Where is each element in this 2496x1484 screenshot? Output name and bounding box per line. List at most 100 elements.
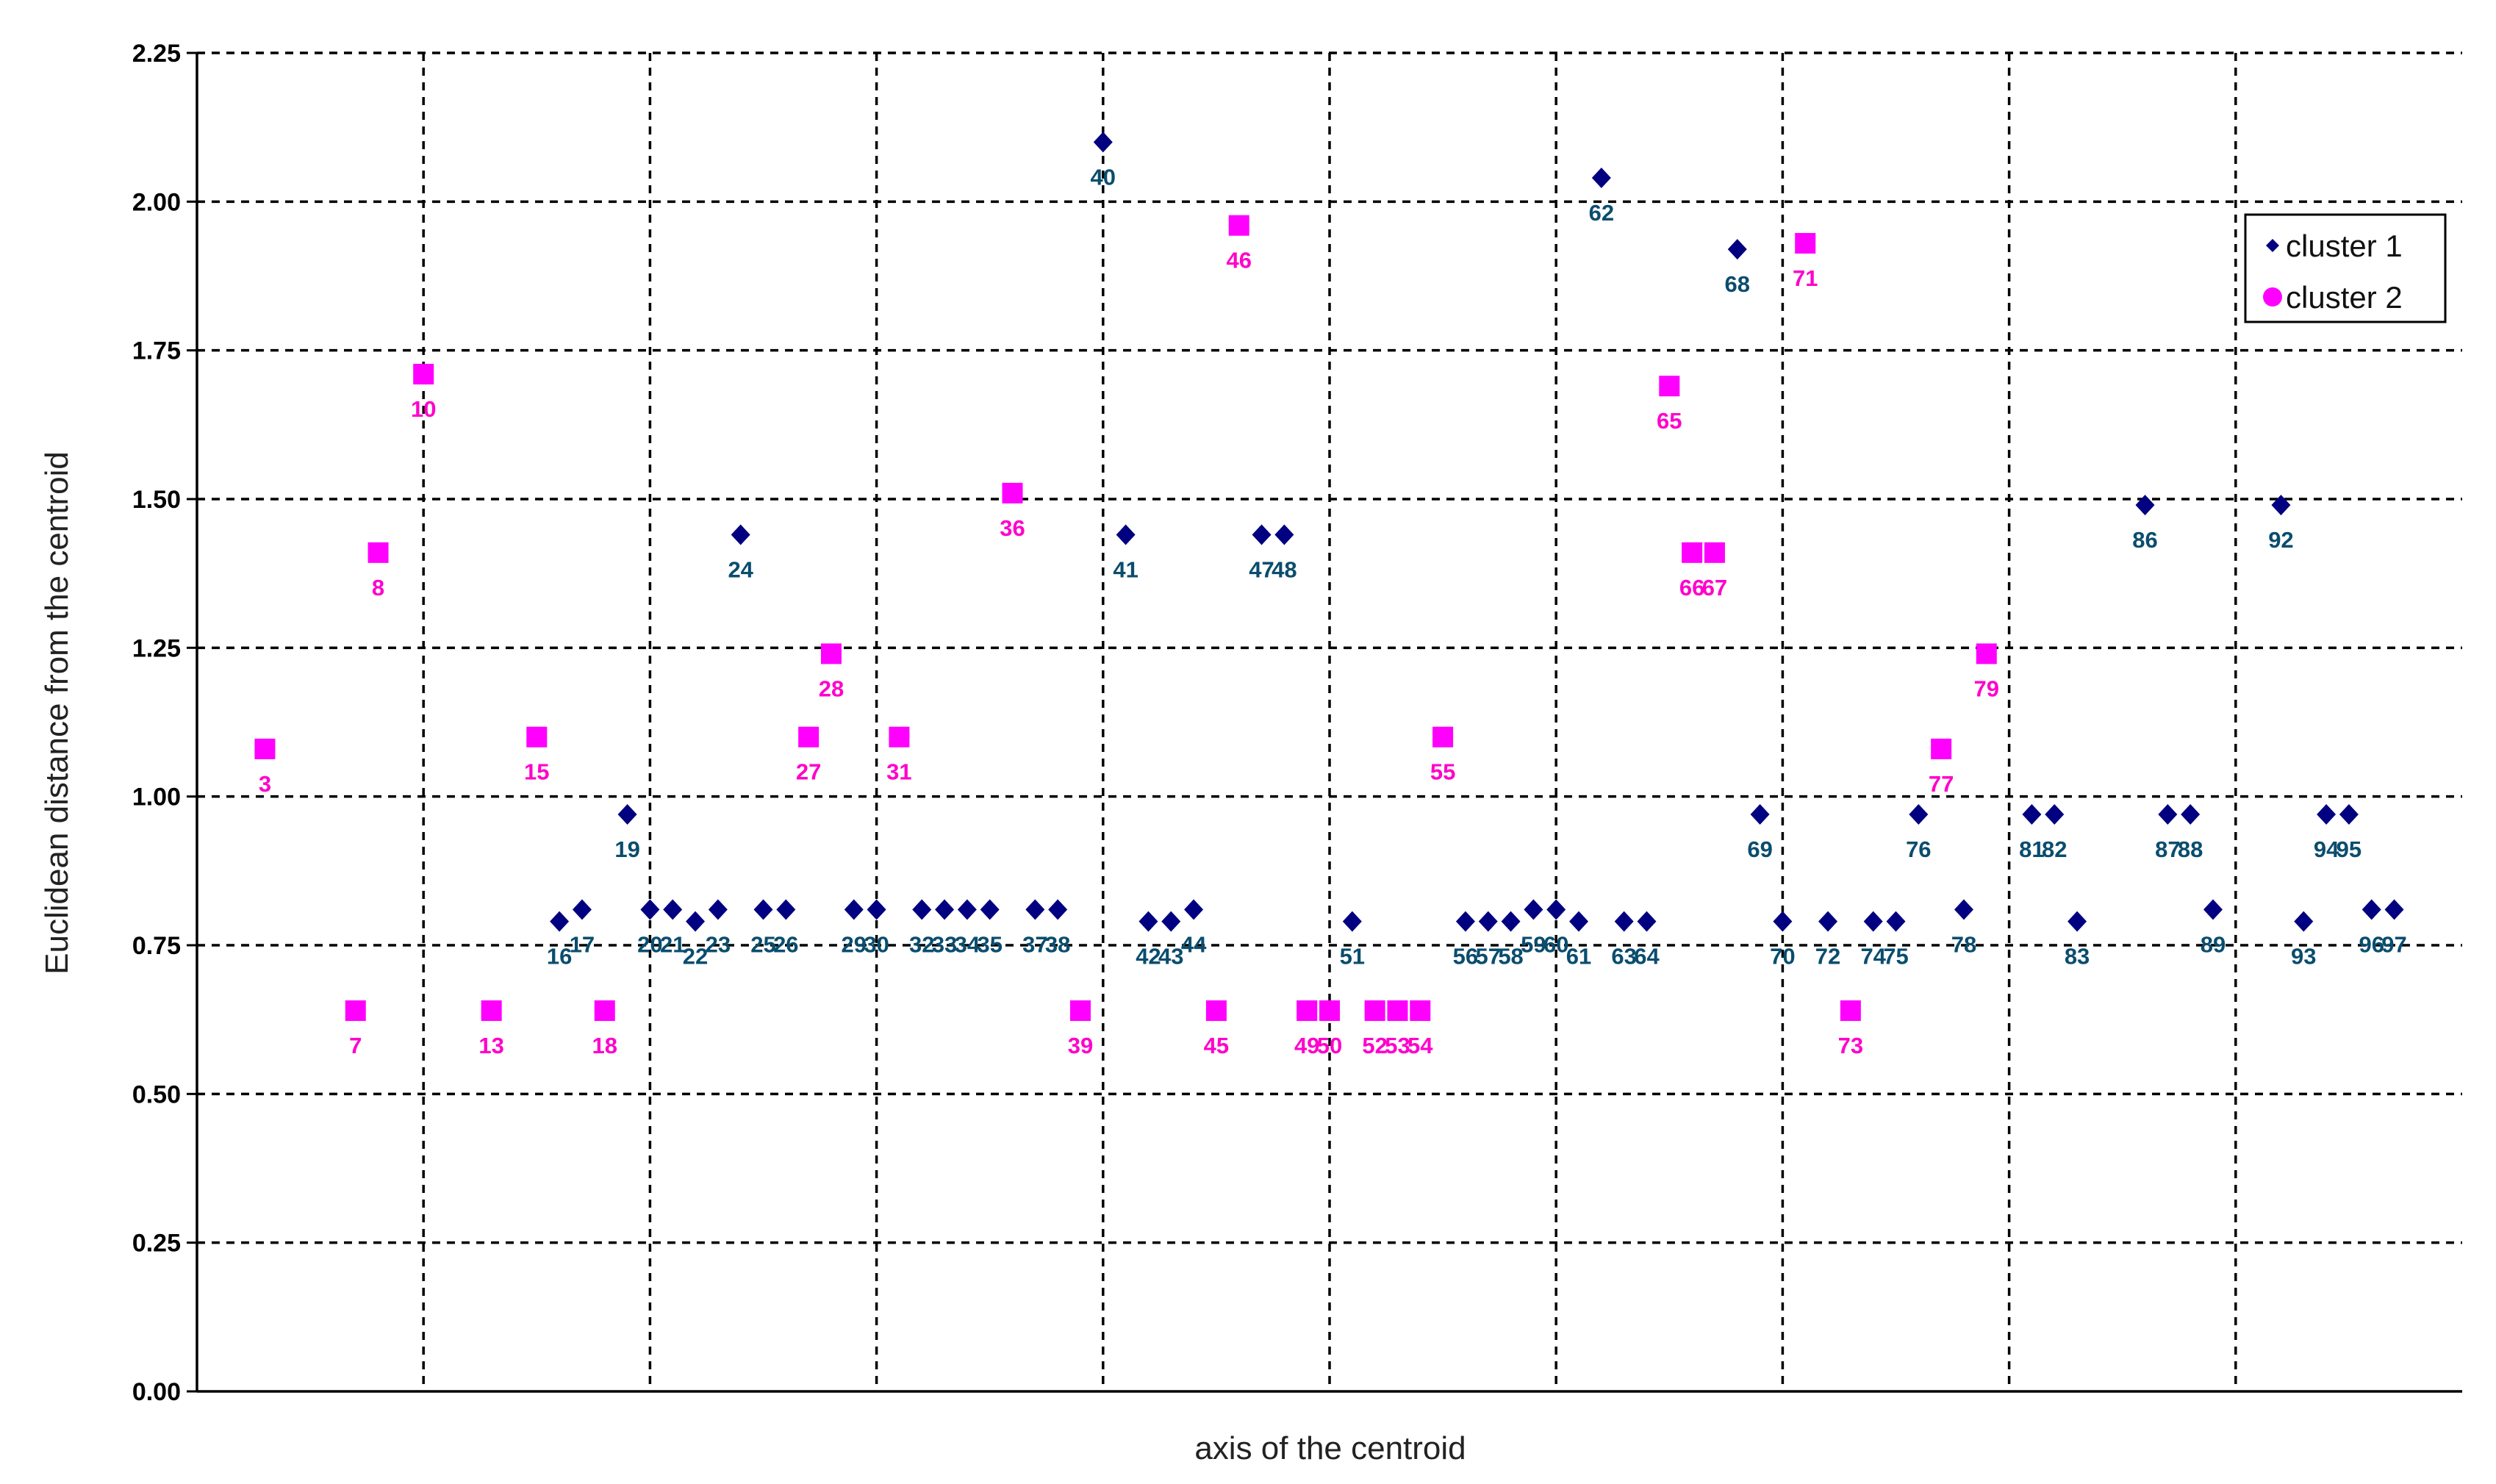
data-point-cluster-1 [1116,524,1136,545]
point-label: 44 [1181,931,1207,957]
point-label: 60 [1543,931,1568,957]
point-label: 13 [478,1033,503,1058]
point-label: 38 [1045,931,1070,957]
data-point-cluster-1 [2361,899,2381,920]
point-label: 55 [1430,759,1455,785]
point-label: 62 [1589,200,1614,226]
data-point-cluster-1 [1637,911,1657,932]
point-label: 75 [1883,944,1908,969]
point-label: 41 [1113,557,1138,583]
data-point-cluster-1 [912,899,932,920]
data-point-cluster-1 [1342,911,1362,932]
y-tick-label: 1.50 [132,486,181,514]
y-tick-label: 0.75 [132,932,181,960]
y-tick-label: 0.50 [132,1080,181,1108]
data-point-cluster-2 [1432,726,1454,748]
y-tick-label: 1.25 [132,634,181,662]
data-point-cluster-1 [2317,803,2337,825]
data-point-cluster-2 [1228,215,1249,236]
data-point-cluster-2 [1840,1000,1861,1022]
point-label: 53 [1385,1033,1410,1058]
point-label: 7 [349,1033,362,1058]
point-label: 68 [1725,271,1750,297]
point-label: 46 [1226,248,1251,273]
point-label: 15 [524,759,549,785]
point-label: 74 [1860,944,1886,969]
data-point-cluster-1 [1048,899,1068,920]
data-point-cluster-1 [957,899,977,920]
point-label: 95 [2337,836,2361,862]
data-point-cluster-1 [1546,899,1566,920]
point-label: 71 [1793,265,1818,291]
point-label: 25 [750,931,775,957]
point-label: 92 [2268,527,2293,553]
point-label: 31 [886,759,911,785]
data-point-cluster-1 [2045,803,2065,825]
data-point-cluster-1 [2158,803,2178,825]
point-label: 10 [411,396,436,422]
point-label: 34 [955,931,980,957]
point-label: 86 [2132,527,2157,553]
data-point-cluster-1 [1954,899,1973,920]
point-label: 52 [1362,1033,1387,1058]
data-point-cluster-2 [1319,1000,1340,1022]
data-point-cluster-2 [1205,1000,1227,1022]
data-point-cluster-1 [935,899,955,920]
data-point-cluster-1 [640,899,660,920]
data-point-cluster-1 [980,899,1000,920]
point-label: 61 [1566,944,1591,969]
data-point-cluster-1 [1569,911,1589,932]
point-label: 3 [259,771,271,797]
point-label: 19 [614,836,639,862]
point-label: 97 [2381,931,2406,957]
y-tick-label: 0.25 [132,1230,181,1258]
point-label: 24 [728,557,753,583]
y-tick-labels: 0.00 0.25 0.50 0.75 1.00 1.25 1.50 1.75 2.00 2.25 [132,40,181,1406]
data-point-cluster-2 [1297,1000,1318,1022]
point-label: 48 [1272,557,1297,583]
data-point-cluster-1 [1274,524,1294,545]
point-label: 79 [1974,675,1999,701]
point-label: 30 [864,931,889,957]
data-point-cluster-1 [1818,911,1838,932]
data-point-cluster-1 [550,911,570,932]
point-label: 21 [660,931,685,957]
data-point-cluster-2 [889,726,910,748]
data-point-cluster-1 [1524,899,1543,920]
data-point-cluster-1 [1750,803,1770,825]
point-label: 93 [2291,944,2316,969]
data-points [254,132,2404,1022]
legend-marker-cluster-2 [2263,287,2282,307]
point-label: 23 [706,931,731,957]
point-label: 16 [547,944,572,969]
data-point-cluster-1 [708,899,728,920]
point-label: 88 [2178,836,2203,862]
data-point-cluster-1 [2181,803,2201,825]
data-point-cluster-2 [594,1000,615,1022]
point-label: 18 [592,1033,617,1058]
point-label: 22 [683,944,708,969]
data-point-cluster-2 [367,542,389,563]
point-label: 65 [1657,408,1682,434]
point-label: 27 [796,759,821,785]
legend-label-cluster-2: cluster 2 [2286,280,2403,315]
data-point-cluster-1 [1886,911,1906,932]
y-tick-label: 2.00 [132,188,181,216]
data-point-cluster-1 [572,899,592,920]
point-label: 58 [1498,944,1523,969]
data-point-cluster-1 [1727,239,1747,260]
legend-label-cluster-1: cluster 1 [2286,229,2403,263]
point-label: 72 [1815,944,1840,969]
point-label: 59 [1521,931,1546,957]
data-point-cluster-1 [2135,495,2155,516]
point-label: 36 [1000,515,1025,541]
point-label: 64 [1634,944,1660,969]
axes [187,51,2462,1393]
legend: cluster 1 cluster 2 [2244,213,2447,323]
data-point-cluster-2 [1704,542,1725,563]
point-label: 54 [1407,1033,1433,1058]
data-point-cluster-1 [2384,899,2404,920]
